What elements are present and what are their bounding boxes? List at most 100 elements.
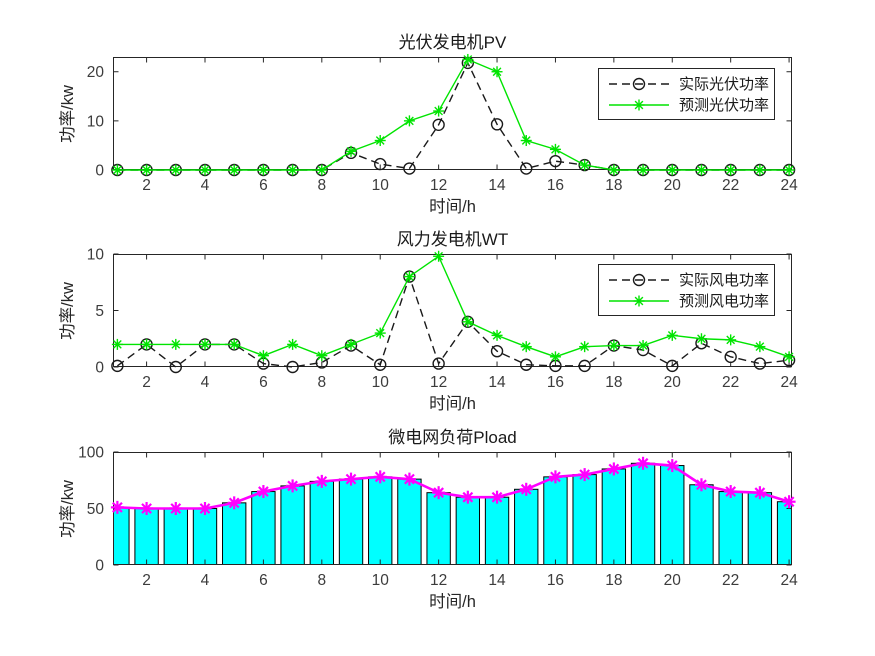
legend-sample-svg	[609, 99, 669, 110]
svg-text:8: 8	[317, 572, 326, 589]
green-asterisk-line-sample-icon	[608, 96, 670, 114]
load-bar	[338, 478, 364, 565]
load-bar	[426, 492, 451, 565]
predicted-series	[111, 53, 795, 176]
svg-text:2: 2	[142, 177, 151, 194]
wt-chart-title: 风力发电机WT	[396, 230, 509, 249]
legend-sample-svg	[609, 295, 669, 306]
svg-text:22: 22	[722, 374, 739, 391]
svg-text:8: 8	[317, 177, 326, 194]
legend-sample-svg	[609, 77, 669, 90]
pload-y-axis-label: 功率/kw	[59, 480, 77, 538]
pv-y-axis-label: 功率/kw	[59, 85, 77, 143]
wt-legend-label-predicted: 预测风电功率	[679, 293, 770, 310]
svg-text:12: 12	[430, 177, 447, 194]
svg-text:50: 50	[87, 501, 105, 518]
load-bar	[134, 508, 159, 565]
svg-text:4: 4	[201, 374, 210, 391]
svg-text:0: 0	[95, 360, 104, 377]
svg-text:2: 2	[142, 572, 151, 589]
dashed-circle-line-sample-icon	[608, 75, 670, 93]
svg-text:22: 22	[722, 572, 739, 589]
pv-x-axis-label: 时间/h	[429, 198, 476, 216]
svg-text:0: 0	[95, 163, 104, 180]
axes-box	[113, 57, 792, 170]
load-bar	[397, 478, 422, 565]
svg-text:6: 6	[259, 177, 268, 194]
load-bar	[514, 488, 539, 565]
svg-text:22: 22	[722, 177, 739, 194]
svg-text:10: 10	[87, 247, 105, 264]
svg-text:4: 4	[201, 177, 210, 194]
pv-legend-label-actual: 实际光伏功率	[679, 76, 770, 93]
pload-chart-title: 微电网负荷Pload	[388, 428, 517, 447]
svg-text:0: 0	[95, 558, 104, 575]
legend-sample-svg	[609, 273, 669, 286]
svg-text:18: 18	[605, 177, 622, 194]
svg-text:20: 20	[664, 572, 682, 589]
svg-text:20: 20	[87, 64, 105, 81]
wt-x-axis-label: 时间/h	[429, 395, 476, 413]
svg-text:12: 12	[430, 572, 447, 589]
load-bar	[718, 491, 743, 565]
load-bar	[368, 476, 393, 565]
svg-text:16: 16	[547, 177, 564, 194]
svg-text:10: 10	[372, 177, 390, 194]
load-bar	[309, 480, 334, 565]
svg-text:2: 2	[142, 374, 151, 391]
svg-text:10: 10	[372, 374, 390, 391]
load-bar	[747, 492, 773, 565]
svg-text:100: 100	[78, 445, 104, 462]
svg-text:24: 24	[780, 374, 798, 391]
load-bar	[222, 502, 247, 565]
svg-text:20: 20	[664, 177, 682, 194]
wt-legend-label-actual: 实际风电功率	[679, 272, 770, 289]
wt-legend-item-predicted: 预测风电功率	[599, 290, 774, 311]
load-bar	[572, 474, 597, 565]
load-bars	[113, 462, 792, 565]
svg-text:18: 18	[605, 572, 622, 589]
svg-text:18: 18	[605, 374, 622, 391]
load-bar	[251, 491, 276, 565]
load-bar	[113, 506, 130, 565]
svg-text:12: 12	[430, 374, 447, 391]
load-bar	[163, 508, 188, 565]
load-bar	[543, 476, 568, 565]
load-bar	[689, 484, 714, 565]
wt-legend-item-actual: 实际风电功率	[599, 269, 774, 290]
wt-y-axis-label: 功率/kw	[59, 282, 77, 340]
load-bar	[601, 468, 627, 565]
svg-text:6: 6	[259, 572, 268, 589]
svg-text:16: 16	[547, 374, 564, 391]
pv-legend-label-predicted: 预测光伏功率	[679, 97, 770, 114]
load-bar	[660, 465, 685, 565]
svg-text:14: 14	[488, 374, 506, 391]
svg-text:10: 10	[372, 572, 390, 589]
svg-text:14: 14	[488, 572, 506, 589]
pv-legend-item-predicted: 预测光伏功率	[599, 94, 774, 115]
svg-text:24: 24	[780, 572, 798, 589]
svg-text:20: 20	[664, 374, 682, 391]
load-bar	[455, 496, 481, 565]
svg-text:8: 8	[317, 374, 326, 391]
svg-text:24: 24	[780, 177, 798, 194]
green-asterisk-line-sample-icon	[608, 292, 670, 310]
load-bar	[192, 508, 218, 565]
load-bar	[484, 496, 510, 565]
load-line	[110, 456, 796, 515]
svg-text:6: 6	[259, 374, 268, 391]
load-bar	[280, 485, 305, 565]
svg-text:16: 16	[547, 572, 564, 589]
svg-text:5: 5	[95, 303, 104, 320]
predicted-series	[111, 250, 795, 363]
svg-text:4: 4	[201, 572, 210, 589]
pv-chart-title: 光伏发电机PV	[398, 33, 507, 52]
pload-x-axis-label: 时间/h	[429, 593, 476, 611]
